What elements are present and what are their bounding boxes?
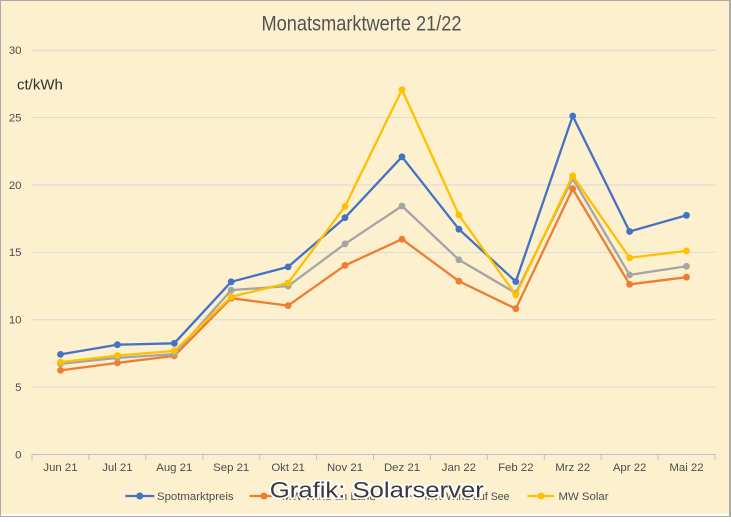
svg-text:Feb 22: Feb 22	[498, 462, 533, 474]
svg-text:Sep 21: Sep 21	[213, 462, 249, 474]
svg-text:20: 20	[9, 180, 22, 192]
svg-text:Grafik: Solarserver: Grafik: Solarserver	[270, 478, 484, 503]
svg-text:Monatsmarktwerte 21/22: Monatsmarktwerte 21/22	[262, 12, 462, 35]
svg-text:Dez 21: Dez 21	[384, 462, 420, 474]
svg-text:Mrz 22: Mrz 22	[555, 462, 590, 474]
svg-text:0: 0	[15, 449, 21, 461]
svg-text:Grafik: Solarserver: Grafik: Solarserver	[270, 478, 484, 503]
svg-text:Mai 22: Mai 22	[669, 462, 703, 474]
svg-text:30: 30	[9, 45, 22, 57]
svg-text:Apr 22: Apr 22	[613, 462, 647, 474]
svg-text:15: 15	[9, 247, 22, 259]
svg-text:Okt 21: Okt 21	[271, 462, 305, 474]
svg-text:MW Wind auf See: MW Wind auf See	[425, 491, 510, 503]
svg-text:Jun 21: Jun 21	[43, 462, 77, 474]
svg-text:10: 10	[9, 315, 22, 327]
svg-text:Nov 21: Nov 21	[327, 462, 363, 474]
svg-text:5: 5	[15, 382, 21, 394]
svg-text:Aug 21: Aug 21	[156, 462, 192, 474]
svg-text:ct/kWh: ct/kWh	[17, 77, 63, 94]
svg-text:Spotmarktpreis: Spotmarktpreis	[157, 491, 234, 503]
svg-text:Jan 22: Jan 22	[442, 462, 476, 474]
svg-text:Jul 21: Jul 21	[102, 462, 132, 474]
svg-text:MW Solar: MW Solar	[559, 491, 609, 503]
svg-text:25: 25	[9, 112, 22, 124]
svg-text:MW Wind an Land: MW Wind an Land	[282, 491, 376, 503]
